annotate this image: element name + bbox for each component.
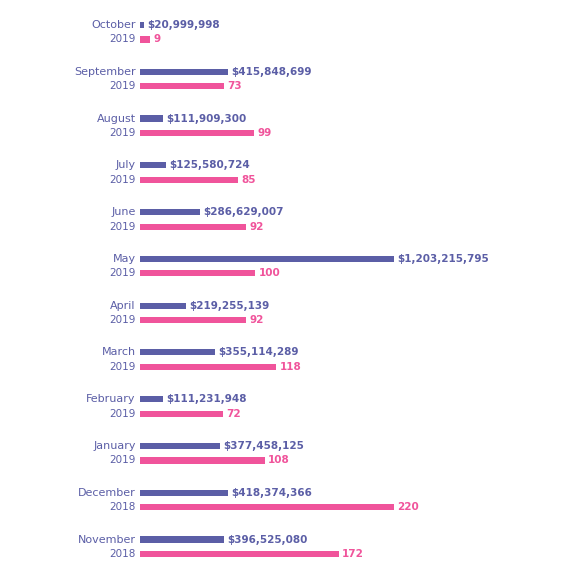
Text: $286,629,007: $286,629,007 <box>204 207 284 217</box>
Text: 2018: 2018 <box>109 502 136 512</box>
Bar <box>140 364 276 370</box>
Text: September: September <box>74 67 136 77</box>
Bar <box>140 537 224 543</box>
Bar <box>140 504 394 510</box>
Text: November: November <box>78 534 136 544</box>
Text: $396,525,080: $396,525,080 <box>227 534 307 544</box>
Text: $418,374,366: $418,374,366 <box>232 488 312 498</box>
Bar <box>140 36 150 42</box>
Text: 2019: 2019 <box>109 81 136 91</box>
Text: 92: 92 <box>250 222 264 232</box>
Text: 2019: 2019 <box>109 268 136 278</box>
Text: 2019: 2019 <box>109 362 136 372</box>
Text: 118: 118 <box>279 362 301 372</box>
Text: $415,848,699: $415,848,699 <box>231 67 312 77</box>
Text: February: February <box>86 394 136 404</box>
Text: 2019: 2019 <box>109 315 136 325</box>
Bar <box>140 115 163 122</box>
Bar <box>140 303 186 309</box>
Bar <box>140 443 220 449</box>
Bar <box>140 130 254 136</box>
Bar <box>140 69 228 75</box>
Text: $125,580,724: $125,580,724 <box>170 160 250 170</box>
Text: 2019: 2019 <box>109 175 136 185</box>
Text: $219,255,139: $219,255,139 <box>189 301 270 311</box>
Text: $377,458,125: $377,458,125 <box>223 441 304 451</box>
Bar <box>140 22 144 28</box>
Text: 172: 172 <box>342 549 364 559</box>
Bar <box>140 396 163 402</box>
Text: October: October <box>91 20 136 30</box>
Text: July: July <box>116 160 136 170</box>
Bar <box>140 411 223 417</box>
Bar <box>140 551 339 557</box>
Text: May: May <box>113 254 136 264</box>
Bar <box>140 177 238 183</box>
Text: 220: 220 <box>397 502 419 512</box>
Text: 2018: 2018 <box>109 549 136 559</box>
Text: 73: 73 <box>228 81 242 91</box>
Bar <box>140 317 246 323</box>
Text: March: March <box>101 347 136 357</box>
Text: $355,114,289: $355,114,289 <box>218 347 298 357</box>
Text: 2019: 2019 <box>109 409 136 419</box>
Text: 2019: 2019 <box>109 222 136 232</box>
Text: 85: 85 <box>242 175 256 185</box>
Bar <box>140 223 246 230</box>
Text: 2019: 2019 <box>109 128 136 138</box>
Text: 9: 9 <box>154 35 160 45</box>
Bar <box>140 256 394 262</box>
Bar <box>140 83 224 89</box>
Text: 99: 99 <box>258 128 272 138</box>
Text: 72: 72 <box>227 409 241 419</box>
Bar <box>140 209 200 215</box>
Text: January: January <box>93 441 136 451</box>
Text: December: December <box>78 488 136 498</box>
Bar <box>140 349 215 356</box>
Text: 100: 100 <box>259 268 281 278</box>
Bar <box>140 270 255 276</box>
Text: $20,999,998: $20,999,998 <box>147 20 220 30</box>
Text: April: April <box>110 301 136 311</box>
Text: $111,231,948: $111,231,948 <box>167 394 247 404</box>
Text: 108: 108 <box>268 456 290 466</box>
Text: 92: 92 <box>250 315 264 325</box>
Bar <box>140 490 228 496</box>
Text: $1,203,215,795: $1,203,215,795 <box>397 254 489 264</box>
Text: June: June <box>111 207 136 217</box>
Bar <box>140 457 264 464</box>
Text: 2019: 2019 <box>109 35 136 45</box>
Bar <box>140 162 166 168</box>
Text: $111,909,300: $111,909,300 <box>167 113 247 123</box>
Text: 2019: 2019 <box>109 456 136 466</box>
Text: August: August <box>97 113 136 123</box>
